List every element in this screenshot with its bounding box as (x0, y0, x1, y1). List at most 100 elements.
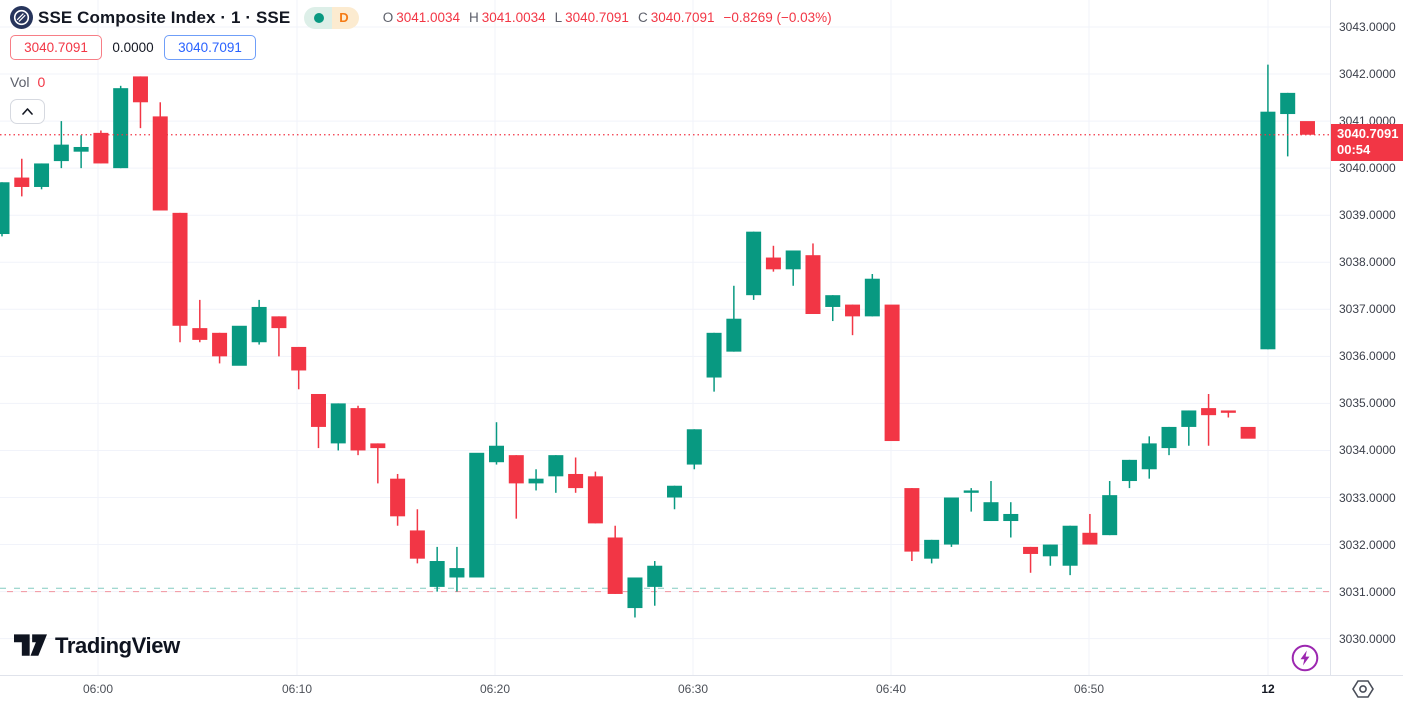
candle (73, 146, 89, 152)
close-value: 3040.7091 (650, 10, 715, 25)
candle (93, 132, 109, 164)
time-scale[interactable]: 06:00 06:10 06:20 06:30 06:40 06:50 12 (0, 675, 1403, 704)
price-axis-label: 3043.0000 (1339, 20, 1396, 34)
candle (449, 568, 465, 578)
buy-price-button[interactable]: 3040.7091 (164, 35, 256, 60)
chart-legend: SSE Composite Index · 1 · SSE D O 3041.00… (10, 6, 832, 124)
price-axis-label: 3042.0000 (1339, 67, 1396, 82)
candle (152, 116, 168, 211)
tradingview-logo-icon (14, 634, 47, 656)
time-axis-label: 06:50 (1073, 682, 1105, 696)
candle (686, 429, 702, 465)
instant-order-lightning-button[interactable] (1291, 644, 1319, 672)
price-axis-label: 3038.0000 (1339, 255, 1396, 270)
candle (845, 304, 861, 317)
candle (1102, 495, 1118, 536)
candle (508, 455, 524, 484)
candle (528, 478, 544, 484)
candle (805, 255, 821, 315)
candle (963, 490, 979, 493)
candle (132, 76, 148, 103)
candle (746, 231, 762, 296)
candle (726, 318, 742, 352)
candle (271, 316, 287, 329)
last-price-value: 3040.7091 (1337, 125, 1399, 141)
market-status-pill[interactable]: D (304, 6, 359, 29)
symbol-title[interactable]: SSE Composite Index · 1 · SSE (38, 7, 291, 27)
hexagon-circle-icon (1352, 680, 1374, 698)
collapse-pane-button[interactable] (10, 99, 45, 124)
low-label: L (554, 10, 563, 25)
candle (1260, 111, 1276, 350)
price-axis-label: 3035.0000 (1339, 396, 1396, 411)
candle (390, 478, 406, 517)
candle (1220, 410, 1236, 413)
candle (350, 408, 366, 451)
volume-value: 0 (37, 74, 46, 90)
tradingview-logo[interactable]: TradingView (14, 632, 180, 659)
candle (429, 561, 445, 587)
candle (1299, 121, 1315, 135)
price-axis-label: 3032.0000 (1339, 537, 1396, 552)
price-scale[interactable]: 3040.7091 00:54 3043.0000 3042.0000 3041.0… (1330, 0, 1403, 675)
symbol-logo-icon (10, 6, 33, 29)
candle (212, 332, 228, 357)
candle (113, 88, 129, 169)
time-axis-label: 06:20 (479, 682, 511, 696)
candle (1082, 532, 1098, 545)
price-axis-label: 3037.0000 (1339, 302, 1396, 317)
candlestick-chart[interactable] (0, 0, 1330, 675)
bar-countdown: 00:54 (1337, 141, 1371, 157)
candle (1141, 443, 1157, 470)
scale-settings-button[interactable] (1351, 679, 1375, 699)
candle (310, 393, 326, 427)
candle (1023, 546, 1039, 554)
price-axis-label: 3034.0000 (1339, 443, 1396, 458)
candle (884, 304, 900, 442)
candle (53, 144, 69, 162)
candle (231, 325, 247, 366)
candle (291, 346, 307, 371)
ohlc-readout: O 3041.0034 H 3041.0034 L 3040.7091 C 3040.7… (383, 10, 832, 25)
price-axis-label: 3033.0000 (1339, 490, 1396, 505)
candle (943, 497, 959, 545)
lightning-icon (1291, 644, 1319, 672)
candle (1181, 410, 1197, 427)
last-price-tag: 3040.7091 00:54 (1331, 123, 1403, 161)
chevron-up-icon (22, 108, 33, 115)
candle (568, 473, 584, 489)
open-label: O (382, 10, 394, 25)
candle (587, 476, 603, 524)
candle (0, 182, 10, 235)
candle (983, 502, 999, 522)
sell-price-button[interactable]: 3040.7091 (10, 35, 102, 60)
delayed-data-badge: D (332, 6, 359, 29)
close-label: C (637, 10, 648, 25)
candle (1003, 513, 1019, 522)
candle (647, 565, 663, 587)
candle (1240, 426, 1256, 439)
candle (409, 530, 425, 559)
candle (667, 485, 683, 498)
price-axis-label: 3039.0000 (1339, 208, 1396, 223)
candle (34, 163, 50, 187)
candle (1042, 544, 1058, 557)
change-value: −0.8269 (−0.03%) (723, 10, 832, 25)
candle (864, 278, 880, 317)
spread-value: 0.0000 (112, 40, 154, 55)
candle (172, 212, 188, 326)
time-axis-label: 12 (1261, 682, 1275, 696)
high-value: 3041.0034 (481, 10, 546, 25)
candle (251, 306, 267, 343)
candle (1280, 92, 1296, 115)
candle (1161, 426, 1177, 449)
chart-pane[interactable]: SSE Composite Index · 1 · SSE D O 3041.00… (0, 0, 1330, 675)
candle (1062, 525, 1078, 566)
candle (489, 445, 504, 463)
time-axis-label: 06:00 (82, 682, 114, 696)
high-label: H (469, 10, 479, 25)
candle (904, 488, 920, 552)
candle (1201, 408, 1217, 416)
volume-label: Vol (10, 74, 30, 90)
